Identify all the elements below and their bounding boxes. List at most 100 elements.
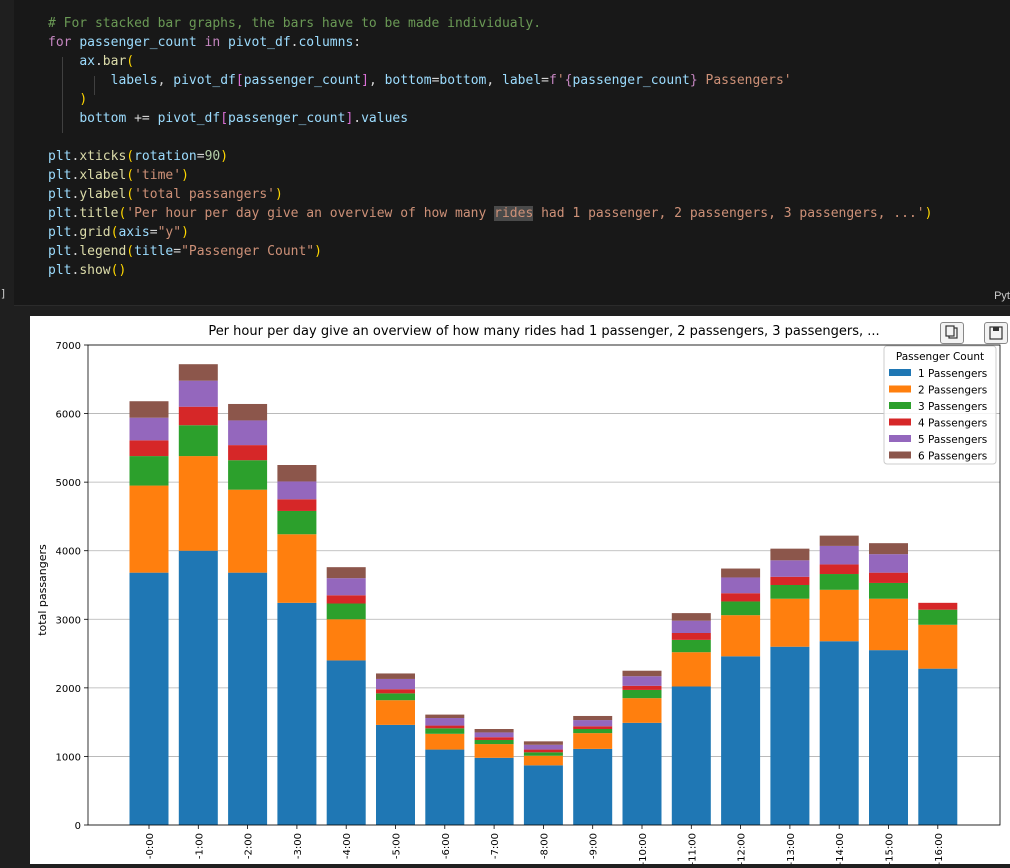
legend-label: 1 Passengers (918, 368, 987, 380)
y-tick-label: 0 (75, 821, 81, 832)
bar-segment (178, 406, 218, 426)
legend-label: 3 Passengers (918, 401, 987, 413)
bar-segment (425, 728, 465, 734)
legend-label: 2 Passengers (918, 385, 987, 397)
indent-guide (94, 76, 95, 95)
plot-frame (87, 344, 1001, 826)
legend-swatch (889, 402, 911, 409)
bar-segment (671, 652, 711, 687)
bar-segment (129, 417, 169, 441)
code-line[interactable]: bottom += pivot_df[passenger_count].valu… (79, 111, 409, 126)
bar-segment (770, 585, 810, 599)
bar-segment (326, 619, 366, 661)
bar-segment (326, 660, 366, 825)
bar-segment (228, 489, 268, 573)
bar-segment (129, 401, 169, 418)
bar-segment (869, 650, 908, 825)
bar-segment (869, 572, 908, 583)
code-line[interactable]: # For stacked bar graphs, the bars have … (48, 16, 542, 31)
code-line[interactable]: plt.ylabel('total passangers') (48, 187, 283, 202)
x-tick-label: -1:00 (194, 833, 205, 859)
code-line[interactable]: plt.xticks(rotation=90) (48, 149, 229, 164)
bar-segment (129, 572, 169, 825)
bar-segment (425, 714, 465, 719)
code-line[interactable]: plt.grid(axis="y") (48, 225, 189, 240)
x-tick-label: -2:00 (244, 833, 255, 859)
bar-segment (819, 535, 859, 546)
code-line[interactable]: ax.bar( (79, 54, 135, 69)
bar-segment (523, 752, 563, 756)
x-tick-label: -14:00 (835, 833, 846, 864)
code-line[interactable]: ) (79, 92, 88, 107)
x-tick-label: -8:00 (539, 833, 550, 859)
x-tick-label: -15:00 (885, 833, 896, 864)
bar-segment (474, 744, 514, 758)
bar-segment (622, 676, 662, 686)
save-output-button[interactable] (984, 322, 1008, 344)
bar-segment (622, 670, 662, 677)
bar-segment (376, 693, 415, 701)
code-line[interactable]: plt.xlabel('time') (48, 168, 189, 183)
bar-segment (770, 576, 810, 585)
bar-segment (573, 748, 613, 825)
bar-segment (178, 364, 218, 381)
bar-segment (129, 456, 169, 486)
bar-segment (326, 595, 366, 604)
copy-icon (945, 325, 958, 339)
bar-segment (425, 733, 465, 750)
legend-swatch (889, 418, 911, 426)
bar-segment (869, 554, 908, 573)
bar-segment (277, 510, 317, 535)
y-tick-label: 5000 (56, 478, 81, 489)
code-cell[interactable]: # For stacked bar graphs, the bars have … (14, 0, 1010, 306)
bar-segment (918, 602, 958, 610)
bar-segment (622, 722, 662, 825)
x-tick-label: -10:00 (638, 833, 649, 864)
bar-segment (721, 593, 761, 602)
code-line[interactable]: labels, pivot_df[passenger_count], botto… (110, 73, 792, 88)
bar-segment (326, 578, 366, 596)
x-tick-label: -6:00 (441, 833, 452, 859)
copy-output-button[interactable] (940, 322, 964, 344)
bar-segment (474, 732, 514, 738)
bar-segment (277, 481, 317, 500)
code-line[interactable]: plt.title('Per hour per day give an over… (48, 206, 933, 221)
bar-segment (869, 543, 908, 555)
bar-segment (277, 602, 317, 825)
code-line[interactable]: plt.show() (48, 263, 127, 278)
bar-segment (721, 568, 761, 578)
bar-segment (474, 757, 514, 825)
y-axis-label: total passangers (36, 544, 49, 636)
bar-segment (178, 456, 218, 551)
bar-segment (326, 567, 366, 579)
bar-segment (228, 420, 268, 446)
bar-segment (721, 601, 761, 616)
bar-segment (918, 624, 958, 669)
bar-segment (277, 465, 317, 482)
y-tick-label: 1000 (56, 752, 81, 763)
x-tick-label: -11:00 (687, 833, 698, 864)
bar-segment (228, 572, 268, 825)
indent-guide (62, 57, 63, 133)
legend-label: 5 Passengers (918, 434, 987, 446)
code-line[interactable]: plt.legend(title="Passenger Count") (48, 244, 322, 259)
bar-segment (277, 499, 317, 511)
bar-segment (523, 765, 563, 825)
bar-segment (376, 724, 415, 825)
x-tick-label: -9:00 (589, 833, 600, 859)
code-line[interactable]: for passenger_count in pivot_df.columns: (48, 35, 362, 50)
bar-segment (376, 673, 415, 679)
bar-segment (918, 668, 958, 825)
cell-language-label[interactable]: Pyt (994, 290, 1010, 302)
bar-segment (721, 615, 761, 657)
bar-segment (770, 598, 810, 647)
x-tick-label: -16:00 (934, 833, 945, 864)
bar-segment (671, 633, 711, 640)
x-tick-label: -0:00 (145, 833, 156, 859)
bar-segment (425, 725, 465, 729)
cell-execution-bracket: ] (0, 287, 7, 300)
bar-segment (376, 678, 415, 690)
bar-segment (770, 646, 810, 825)
legend-swatch (889, 385, 911, 393)
bar-segment (228, 460, 268, 490)
